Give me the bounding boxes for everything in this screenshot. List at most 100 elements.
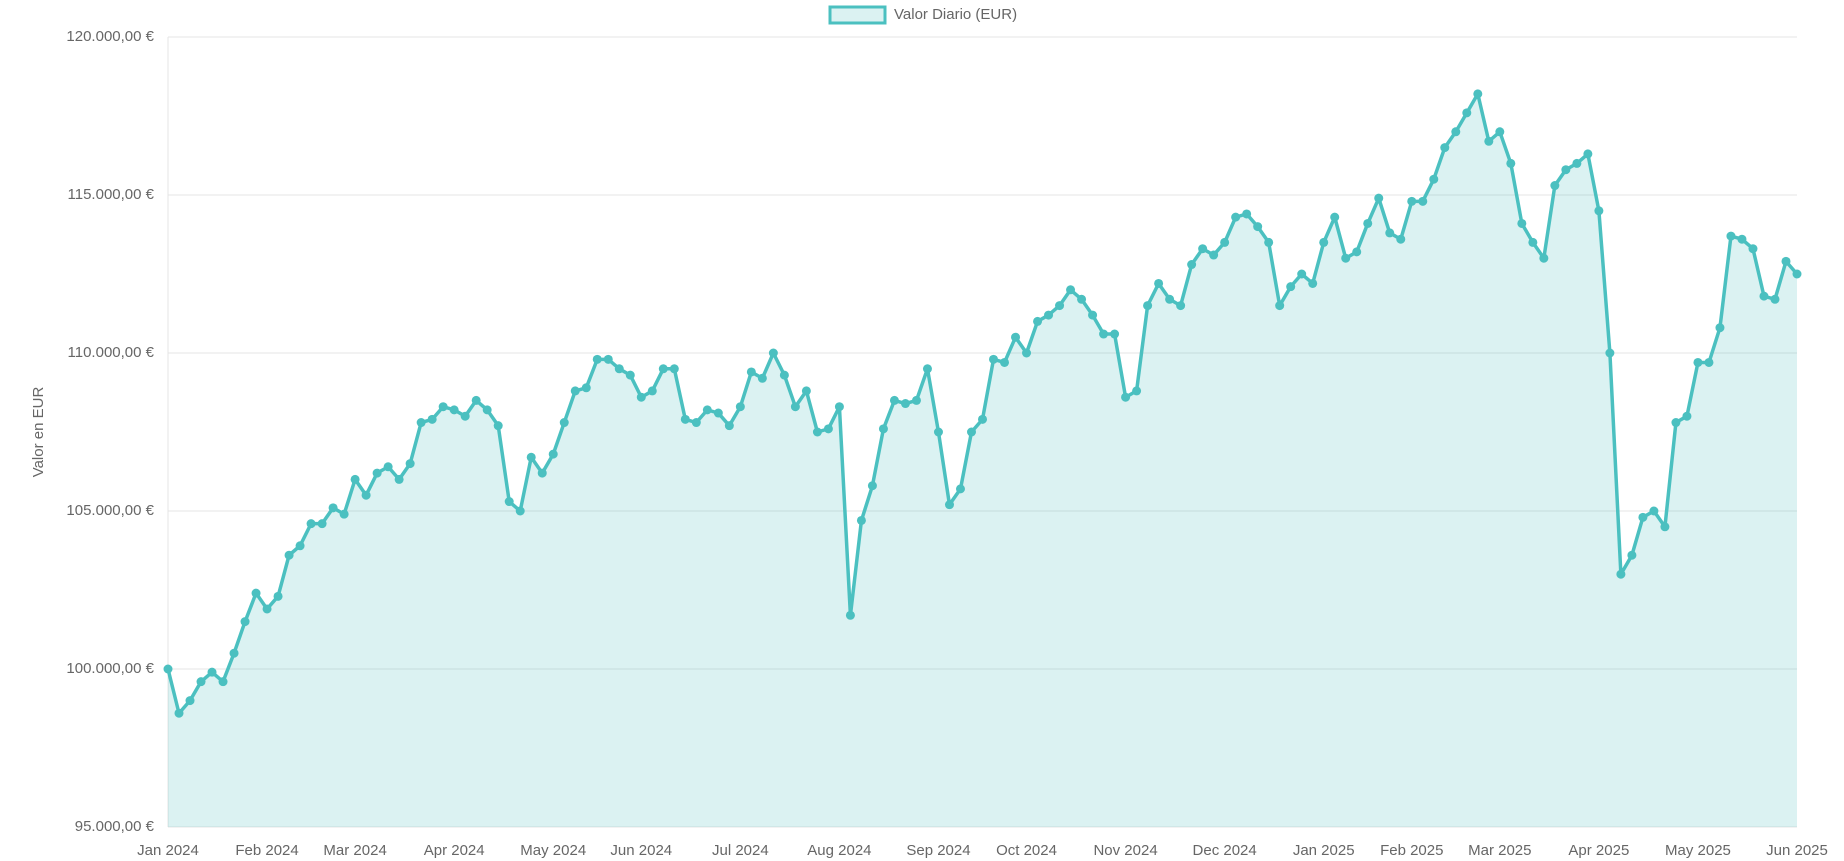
x-tick-label: Aug 2024 — [807, 842, 871, 859]
point — [955, 484, 965, 494]
point — [713, 408, 723, 418]
point — [163, 664, 173, 674]
point — [1737, 234, 1747, 244]
point — [1627, 550, 1637, 560]
point — [1649, 506, 1659, 516]
point — [1473, 89, 1483, 99]
x-tick-label: Jul 2024 — [712, 842, 769, 859]
point — [790, 402, 800, 412]
point — [746, 367, 756, 377]
point — [515, 506, 525, 516]
point — [482, 405, 492, 415]
point — [1715, 323, 1725, 333]
point — [1220, 237, 1230, 247]
y-tick-label: 120.000,00 € — [66, 28, 154, 45]
point — [1638, 512, 1648, 522]
legend-swatch — [828, 5, 887, 25]
point — [614, 364, 624, 374]
point — [1077, 294, 1087, 304]
point — [1165, 294, 1175, 304]
point — [526, 452, 536, 462]
y-axis-title: Valor en EUR — [30, 387, 47, 478]
x-tick-label: Oct 2024 — [996, 842, 1057, 859]
point — [339, 509, 349, 519]
point — [1561, 165, 1571, 175]
point — [1055, 301, 1065, 311]
point — [1286, 282, 1296, 292]
point — [1462, 108, 1472, 118]
point — [493, 421, 503, 431]
point — [658, 364, 668, 374]
point — [1792, 269, 1802, 279]
y-tick-label: 115.000,00 € — [68, 186, 155, 203]
x-tick-label: May 2024 — [520, 842, 586, 859]
x-tick-label: May 2025 — [1665, 842, 1731, 859]
point — [1044, 310, 1054, 320]
point — [702, 405, 712, 415]
point — [1187, 260, 1197, 270]
point — [1682, 411, 1692, 421]
point — [416, 418, 426, 428]
point — [1429, 174, 1439, 184]
point — [867, 481, 877, 491]
point — [889, 395, 899, 405]
point — [1693, 357, 1703, 367]
x-tick-label: Dec 2024 — [1193, 842, 1257, 859]
point — [1451, 127, 1461, 137]
point — [1275, 301, 1285, 311]
point — [1528, 237, 1538, 247]
point — [1308, 278, 1318, 288]
point — [449, 405, 459, 415]
x-tick-label: Mar 2025 — [1468, 842, 1531, 859]
point — [1506, 158, 1516, 168]
point — [1088, 310, 1098, 320]
x-tick-label: Feb 2025 — [1380, 842, 1443, 859]
point — [1407, 196, 1417, 206]
point — [823, 424, 833, 434]
point — [647, 386, 657, 396]
y-tick-label: 105.000,00 € — [66, 502, 154, 519]
point — [394, 474, 404, 484]
point — [1363, 218, 1373, 228]
x-tick-label: Apr 2025 — [1568, 842, 1629, 859]
point — [537, 468, 547, 478]
point — [966, 427, 976, 437]
point — [471, 395, 481, 405]
x-tick-label: Jan 2025 — [1293, 842, 1355, 859]
point — [768, 348, 778, 358]
point — [636, 392, 646, 402]
point — [1396, 234, 1406, 244]
point — [1616, 569, 1626, 579]
point — [229, 648, 239, 658]
y-tick-label: 95.000,00 € — [75, 818, 155, 835]
point — [1495, 127, 1505, 137]
point — [724, 421, 734, 431]
point — [383, 462, 393, 472]
x-tick-label: Nov 2024 — [1093, 842, 1157, 859]
point — [779, 370, 789, 380]
point — [922, 364, 932, 374]
point — [174, 708, 184, 718]
point — [185, 696, 195, 706]
point — [691, 418, 701, 428]
point — [251, 588, 261, 598]
point — [812, 427, 822, 437]
point — [1385, 228, 1395, 238]
point — [1154, 278, 1164, 288]
point — [911, 395, 921, 405]
point — [372, 468, 382, 478]
point — [1440, 143, 1450, 153]
x-tick-label: Jan 2024 — [137, 842, 199, 859]
point — [306, 519, 316, 529]
point — [735, 402, 745, 412]
point — [944, 500, 954, 510]
point — [1660, 522, 1670, 532]
point — [592, 354, 602, 364]
point — [1242, 209, 1252, 219]
point — [504, 497, 514, 507]
point — [1011, 332, 1021, 342]
point — [317, 519, 327, 529]
point — [1594, 206, 1604, 216]
